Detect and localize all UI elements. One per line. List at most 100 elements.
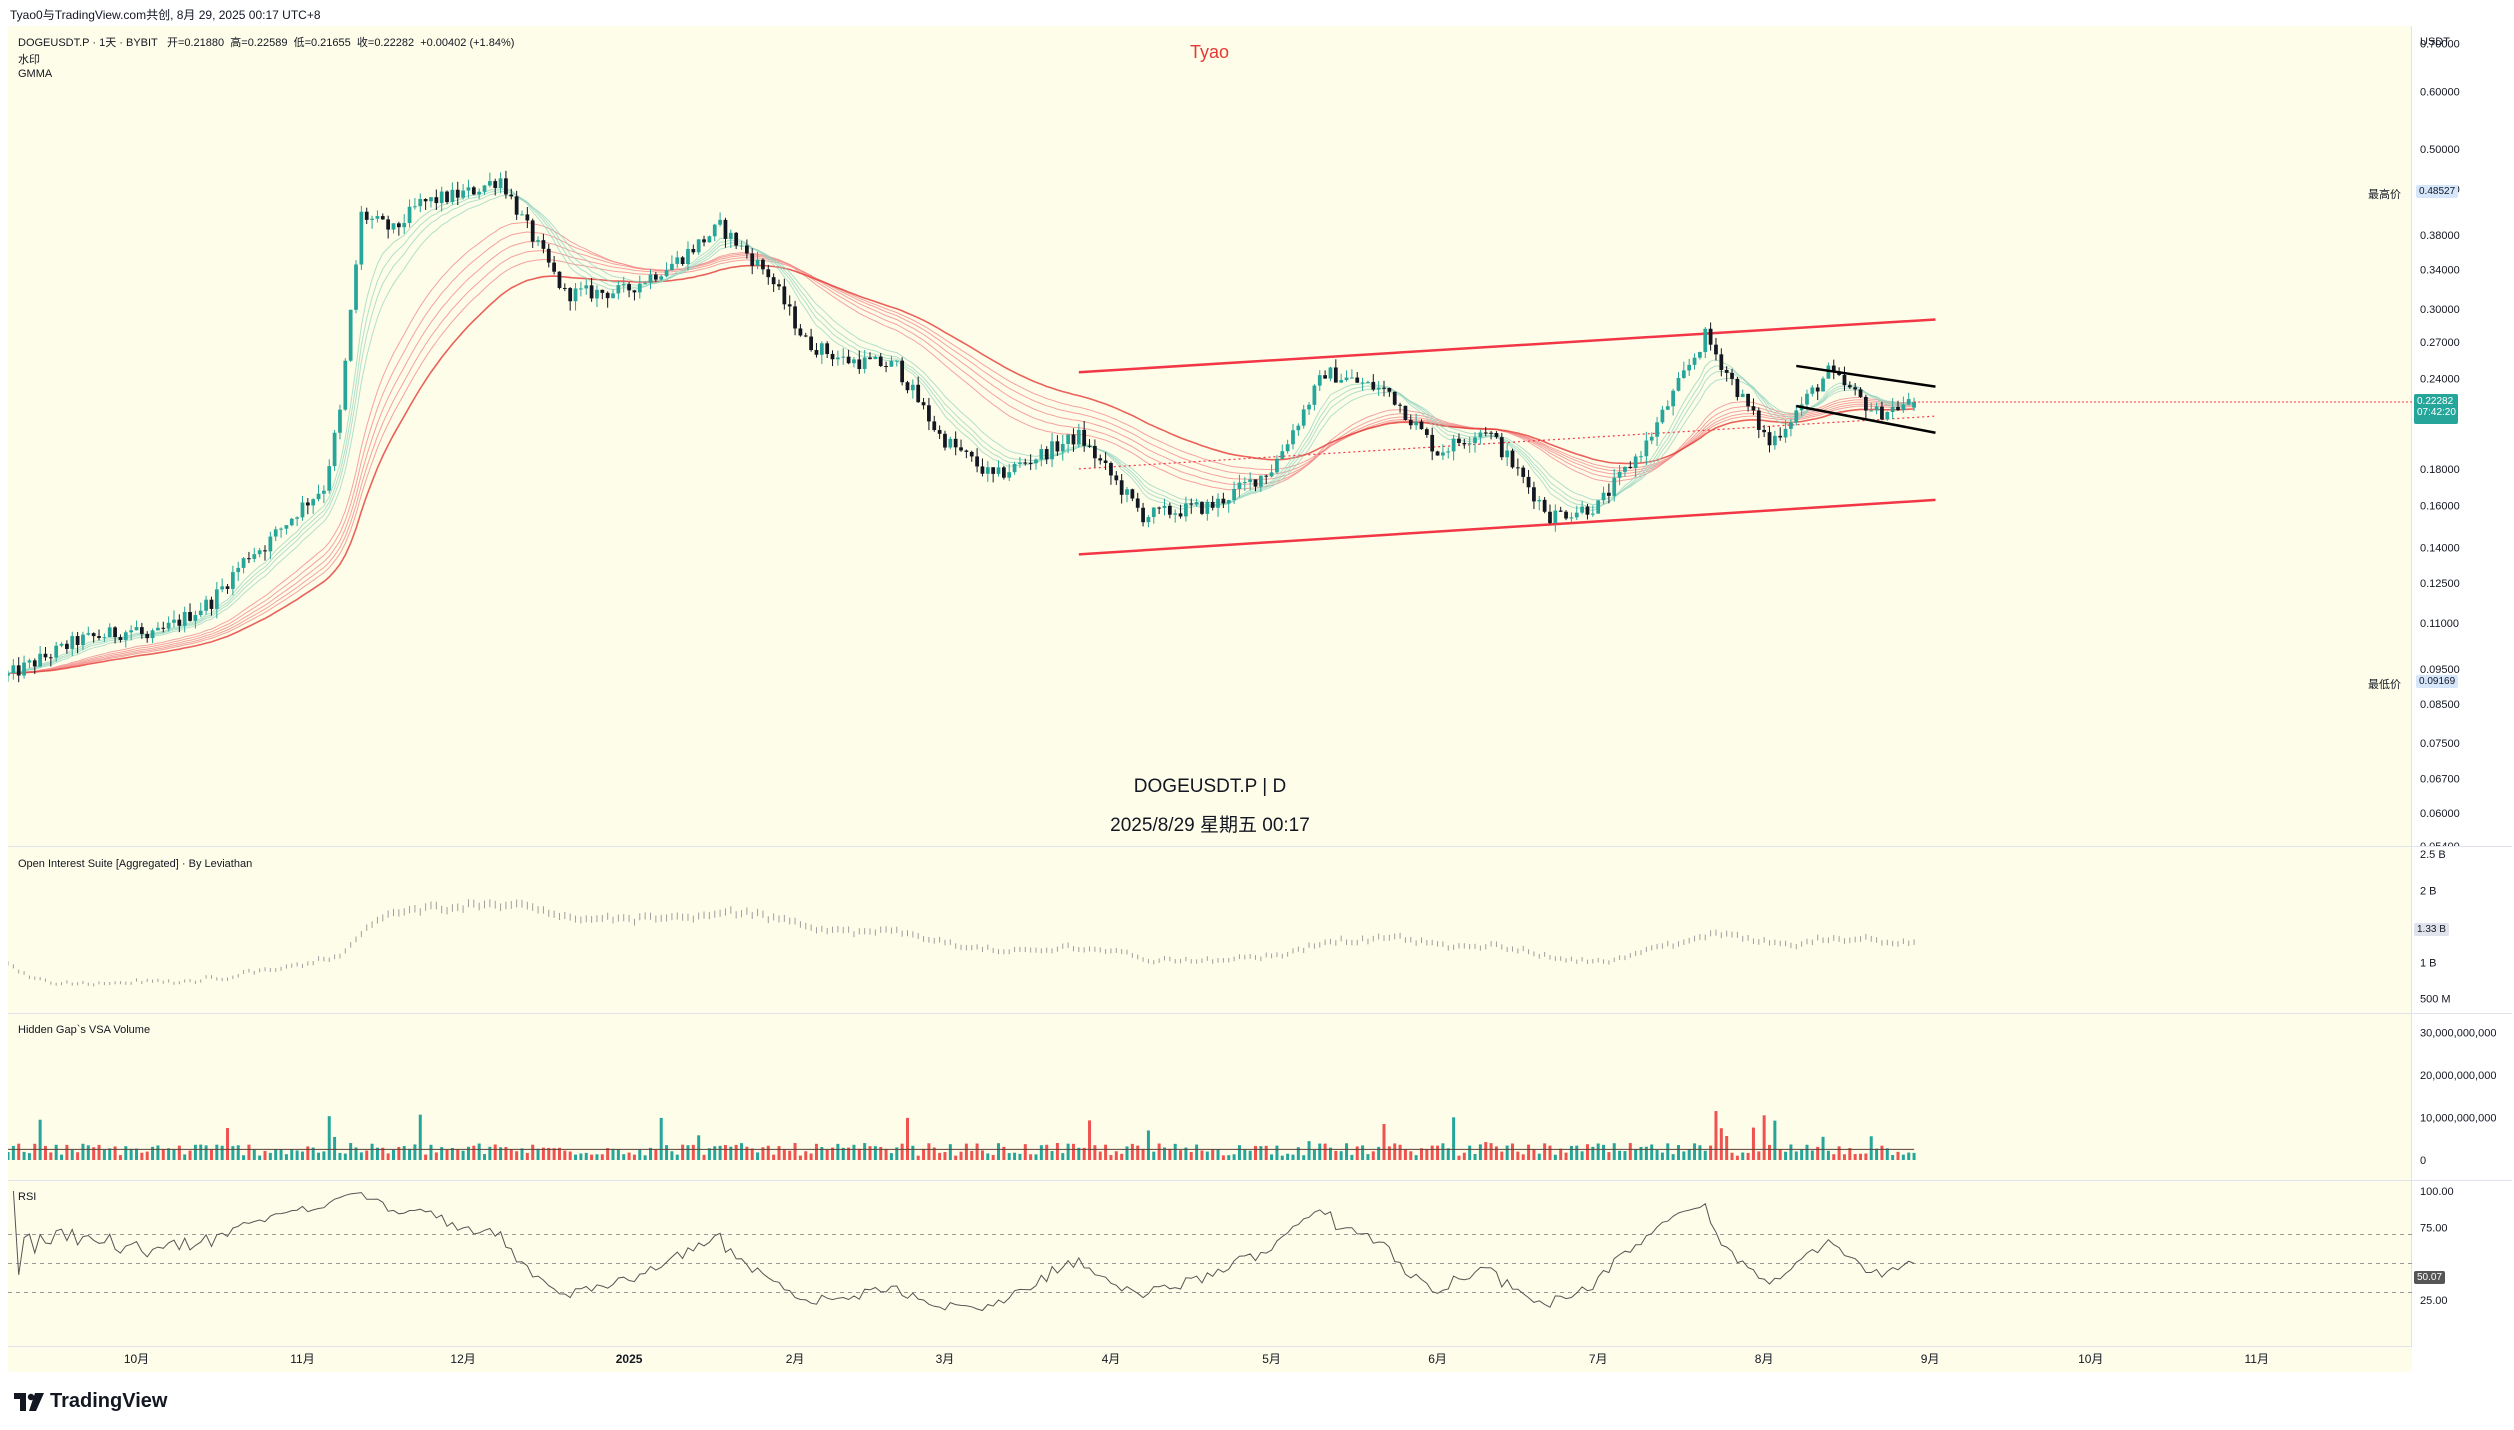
pane-separator-vsa[interactable]: [8, 1180, 2512, 1181]
candle-body: [343, 360, 348, 410]
chart-area[interactable]: [8, 26, 2412, 1371]
rsi-tick-label: 75.00: [2420, 1222, 2448, 1234]
candle-body: [1719, 354, 1724, 370]
candle-body: [627, 284, 631, 291]
pane-separator-oi[interactable]: [8, 1013, 2512, 1014]
currency-label[interactable]: USDT: [2420, 36, 2450, 48]
candle-body: [514, 196, 519, 215]
symbol-legend[interactable]: DOGEUSDT.P · 1天 · BYBIT 开=0.21880 高=0.22…: [18, 34, 514, 50]
candle-body: [643, 282, 648, 284]
candle-body: [1114, 475, 1119, 481]
candle-body: [32, 660, 37, 667]
price-tick-label: 0.06000: [2420, 808, 2460, 820]
candle-body: [1483, 432, 1488, 434]
candle-body: [985, 467, 990, 474]
candle-body: [734, 232, 739, 246]
indicator-gmma-label[interactable]: GMMA: [18, 68, 53, 80]
time-axis-labels[interactable]: 10月 11月 12月 2025 2月 3月 4月 5月 6月 7月 8月 9月 10月 11月: [8, 1347, 2412, 1371]
price-tick-label: 0.09500: [2420, 664, 2460, 676]
candle-body: [257, 550, 262, 555]
candle-body: [214, 589, 219, 609]
candle-body: [252, 554, 257, 559]
indicator-watermark-label[interactable]: 水印: [18, 54, 40, 66]
candle-body: [1018, 462, 1022, 464]
candle-body: [846, 356, 851, 364]
price-axis-area[interactable]: [2412, 26, 2512, 1371]
rsi-pane-title[interactable]: RSI: [18, 1191, 37, 1203]
candle-body: [1398, 404, 1402, 406]
rsi-pane[interactable]: [8, 1181, 2412, 1346]
candle-body: [1874, 406, 1879, 411]
gmma-slow-line: [8, 250, 1915, 674]
gmma-slow-line: [8, 258, 1915, 674]
time-axis[interactable]: [8, 1346, 2412, 1372]
candle-body: [1762, 429, 1767, 433]
high-price-tag: 0.48527: [2416, 185, 2459, 198]
candle-body: [81, 634, 85, 646]
candle-body: [1135, 498, 1140, 508]
candle-body: [1028, 462, 1033, 464]
vsa-pane[interactable]: [8, 1014, 2412, 1180]
tradingview-logo[interactable]: TradingView: [14, 1390, 167, 1413]
vsa-tick-label: 0: [2420, 1155, 2426, 1167]
candle-body: [1382, 387, 1386, 389]
candle-body: [825, 343, 830, 354]
candle-body: [1842, 374, 1847, 386]
price-tick-label: 0.08500: [2420, 699, 2460, 711]
symbol-line[interactable]: DOGEUSDT.P · 1天 · BYBIT: [18, 37, 158, 49]
candle-body: [1237, 482, 1242, 489]
rsi-axis[interactable]: 100.00 75.00 25.00: [2412, 1181, 2512, 1346]
candle-body: [359, 211, 364, 265]
candle-body: [1039, 449, 1044, 460]
candle-body: [1633, 456, 1638, 469]
oi-pane-title[interactable]: Open Interest Suite [Aggregated] · By Le…: [18, 858, 253, 870]
candle-body: [1446, 451, 1451, 453]
candle-body: [1296, 425, 1301, 431]
candle-body: [1901, 404, 1906, 411]
candle-body: [862, 357, 867, 370]
candle-body: [1880, 406, 1884, 420]
price-axis[interactable]: 0.700000.600000.500000.440000.380000.340…: [2412, 26, 2512, 846]
candle-body: [300, 502, 305, 518]
candle-body: [1548, 511, 1552, 524]
candle-body: [1082, 429, 1087, 446]
candle-body: [1639, 456, 1643, 458]
candle-body: [354, 264, 358, 310]
candle-body: [589, 285, 594, 299]
candle-body: [166, 622, 171, 629]
candle-body: [1574, 512, 1579, 518]
candle-body: [1151, 507, 1156, 518]
vsa-tick-label: 10,000,000,000: [2420, 1113, 2496, 1125]
candle-body: [450, 189, 455, 203]
oi-pane[interactable]: [8, 847, 2412, 1013]
vsa-pane-title[interactable]: Hidden Gap`s VSA Volume: [18, 1024, 151, 1036]
candle-body: [75, 636, 80, 646]
rsi-line: [12, 1190, 1915, 1312]
candle-body: [1767, 432, 1772, 446]
watermark-text: Tyao: [1190, 42, 1230, 62]
candle-body: [1157, 507, 1162, 509]
price-chart[interactable]: [8, 26, 2412, 846]
candle-body: [1200, 502, 1204, 514]
candle-body: [487, 181, 492, 186]
candle-body: [43, 653, 48, 658]
candle-body: [1756, 410, 1761, 430]
candle-body: [236, 567, 241, 573]
candle-body: [91, 633, 96, 637]
candle-body: [868, 357, 872, 360]
candle-body: [573, 288, 578, 302]
candle-body: [1906, 399, 1911, 405]
candle-body: [857, 359, 862, 370]
axis-border: [2411, 26, 2412, 1371]
candle-body: [1462, 442, 1467, 445]
candle-body: [423, 199, 428, 202]
candle-body: [1269, 472, 1274, 477]
candle-body: [653, 274, 658, 280]
candle-body: [1141, 507, 1145, 523]
price-tick-label: 0.11000: [2420, 618, 2459, 630]
vsa-axis[interactable]: 30,000,000,000 20,000,000,000 10,000,000,0…: [2412, 1014, 2512, 1180]
pane-separator-main[interactable]: [8, 846, 2512, 847]
candle-body: [707, 236, 712, 243]
candle-body: [295, 517, 299, 519]
candle-body: [279, 528, 283, 530]
